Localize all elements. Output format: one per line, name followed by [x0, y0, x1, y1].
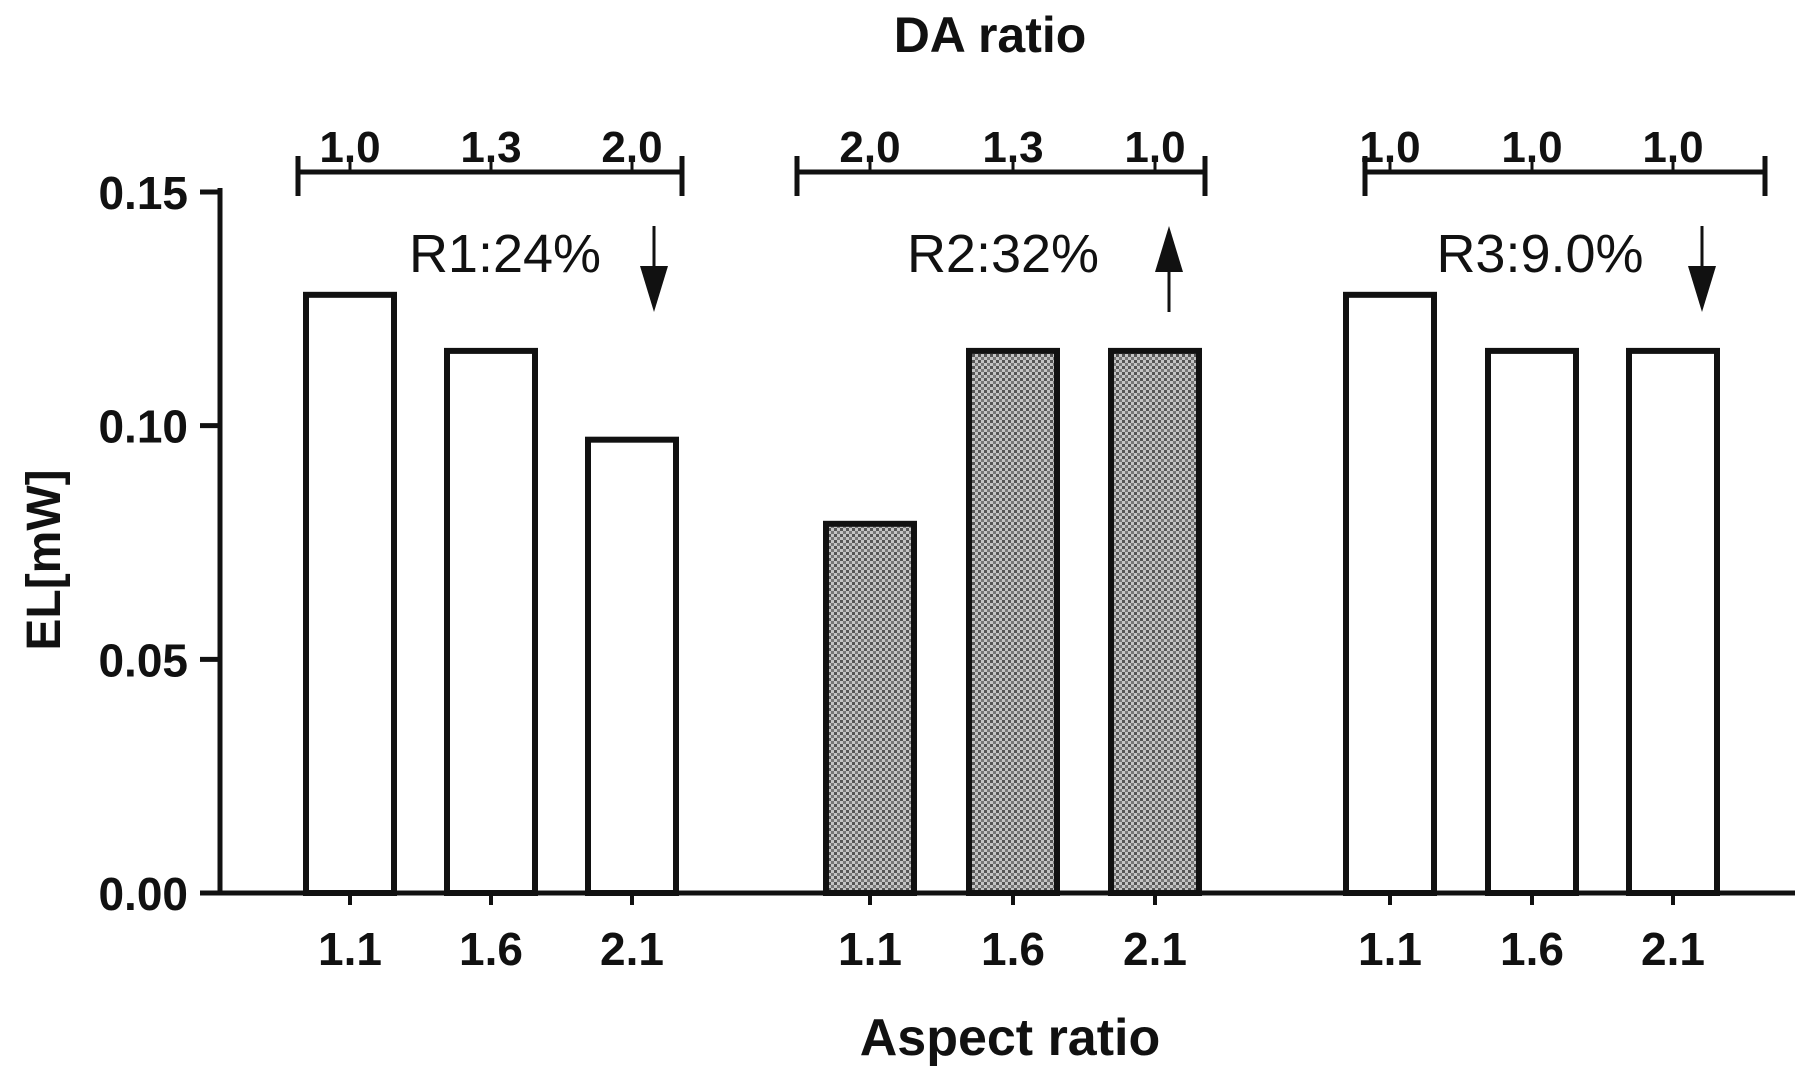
- da-ratio-label: 1.3: [460, 123, 521, 172]
- da-ratio-label: 1.3: [982, 123, 1043, 172]
- y-tick-label: 0.15: [98, 167, 188, 219]
- x-axis: 1.1 1.6 2.1 1.1 1.6 2.1 1.1 1.6 2.1: [220, 890, 1795, 975]
- y-tick-label: 0.10: [98, 401, 188, 453]
- da-ratio-label: 1.0: [319, 123, 380, 172]
- annotations: R1:24% R2:32% R3:9.0%: [409, 224, 1716, 312]
- reduction-annotation: R2:32%: [907, 224, 1099, 284]
- bar: [303, 291, 397, 896]
- x-tick-label: 1.1: [838, 923, 902, 975]
- bar: [1626, 347, 1720, 897]
- x-tick-label: 2.1: [1123, 923, 1187, 975]
- x-tick-label: 1.6: [1500, 923, 1564, 975]
- da-ratio-label: 2.0: [839, 123, 900, 172]
- da-ratio-label: 1.0: [1642, 123, 1703, 172]
- arrow-down-icon: [640, 266, 668, 312]
- da-ratio-label: 1.0: [1501, 123, 1562, 172]
- bar: [585, 436, 679, 896]
- y-tick-label: 0.00: [98, 868, 188, 920]
- bar: [966, 347, 1060, 897]
- arrow-up-icon: [1155, 226, 1183, 272]
- bar: [1108, 347, 1202, 897]
- da-ratio-label: 1.0: [1124, 123, 1185, 172]
- y-tick-label: 0.05: [98, 634, 188, 686]
- chart-title: DA ratio: [894, 7, 1087, 63]
- y-axis: 0.00 0.05 0.10 0.15: [98, 167, 223, 920]
- bars: [303, 291, 1720, 897]
- x-tick-label: 1.1: [318, 923, 382, 975]
- x-tick-label: 1.1: [1358, 923, 1422, 975]
- y-axis-label: EL[mW]: [18, 469, 71, 650]
- da-ratio-brackets: 1.0 1.3 2.0 2.0 1.3 1.0 1.0 1.0 1.0: [295, 123, 1768, 196]
- bar: [444, 347, 538, 897]
- bar: [823, 520, 917, 896]
- x-axis-label: Aspect ratio: [860, 1009, 1161, 1067]
- reduction-annotation: R3:9.0%: [1436, 224, 1643, 284]
- arrow-down-icon: [1688, 266, 1716, 312]
- reduction-annotation: R1:24%: [409, 224, 601, 284]
- da-ratio-label: 1.0: [1359, 123, 1420, 172]
- x-tick-label: 1.6: [459, 923, 523, 975]
- bar: [1343, 291, 1437, 896]
- x-tick-label: 1.6: [981, 923, 1045, 975]
- x-tick-label: 2.1: [1641, 923, 1705, 975]
- da-ratio-label: 2.0: [601, 123, 662, 172]
- x-tick-label: 2.1: [600, 923, 664, 975]
- bar: [1485, 347, 1579, 897]
